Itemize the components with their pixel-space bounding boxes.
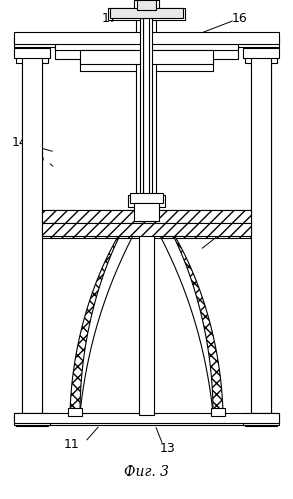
- Bar: [14, 37, 279, 47]
- Text: 14: 14: [12, 136, 28, 149]
- Text: 13: 13: [160, 442, 176, 455]
- Bar: [251, 60, 271, 415]
- Text: 15: 15: [30, 152, 46, 165]
- Bar: [80, 50, 213, 64]
- Bar: [14, 48, 50, 58]
- Bar: [136, 15, 144, 210]
- Bar: [42, 210, 251, 223]
- Text: 17: 17: [102, 11, 118, 24]
- Bar: [130, 193, 163, 203]
- Bar: [108, 8, 185, 20]
- Bar: [149, 15, 152, 210]
- Bar: [137, 0, 156, 10]
- Bar: [139, 225, 154, 415]
- Polygon shape: [166, 222, 223, 413]
- Bar: [148, 15, 156, 210]
- Bar: [80, 59, 213, 71]
- Bar: [16, 418, 48, 426]
- Bar: [40, 210, 253, 224]
- Bar: [68, 408, 82, 416]
- Bar: [110, 8, 183, 18]
- Bar: [243, 413, 279, 425]
- Bar: [22, 55, 42, 413]
- Bar: [143, 15, 150, 210]
- Bar: [14, 32, 279, 44]
- Bar: [140, 15, 143, 210]
- Bar: [22, 60, 42, 415]
- Bar: [42, 223, 251, 236]
- Text: 16: 16: [232, 11, 248, 24]
- Bar: [245, 55, 277, 63]
- Bar: [251, 55, 271, 413]
- Bar: [40, 224, 253, 238]
- Text: 11: 11: [64, 439, 80, 452]
- Text: 12: 12: [232, 209, 248, 222]
- Bar: [18, 415, 275, 425]
- Text: Фиг. 3: Фиг. 3: [124, 465, 168, 479]
- Bar: [128, 195, 165, 207]
- Bar: [55, 47, 238, 59]
- Bar: [245, 418, 277, 426]
- Bar: [55, 42, 238, 50]
- Bar: [134, 203, 159, 221]
- Bar: [243, 48, 279, 58]
- Bar: [14, 413, 50, 425]
- Bar: [14, 413, 279, 423]
- Bar: [16, 55, 48, 63]
- Bar: [134, 0, 159, 12]
- Polygon shape: [70, 222, 127, 413]
- Bar: [211, 408, 225, 416]
